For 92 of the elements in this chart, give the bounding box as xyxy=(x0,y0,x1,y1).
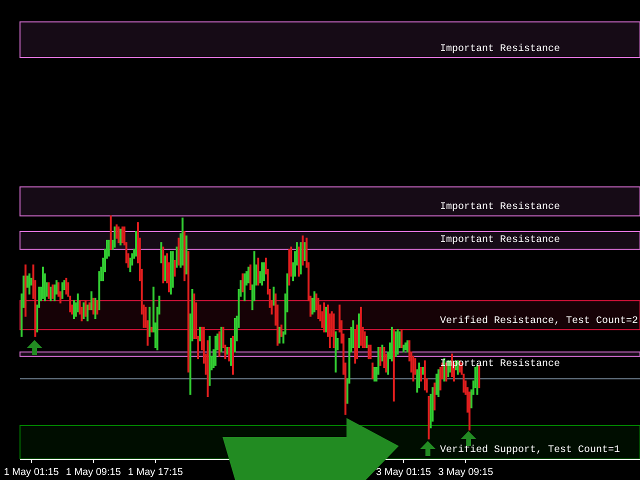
candlestick xyxy=(162,246,164,284)
candlestick xyxy=(28,273,30,294)
candlestick xyxy=(390,326,393,362)
candlestick xyxy=(300,242,302,274)
candlestick xyxy=(325,306,327,332)
candlestick xyxy=(372,362,374,380)
candlestick xyxy=(218,331,220,357)
candlestick xyxy=(257,258,260,286)
candlestick xyxy=(42,266,44,299)
candlestick xyxy=(114,226,116,248)
candlestick xyxy=(288,248,290,286)
candlestick xyxy=(230,338,232,366)
candlestick xyxy=(193,293,196,340)
candlestick xyxy=(86,304,89,322)
candlestick xyxy=(187,251,190,373)
candlestick xyxy=(332,314,335,348)
candlestick xyxy=(84,300,87,317)
candlestick xyxy=(392,329,395,402)
candlestick xyxy=(356,324,358,360)
candlestick xyxy=(82,302,85,319)
candlestick xyxy=(48,282,50,299)
candlestick xyxy=(261,262,264,286)
candlestick xyxy=(164,256,166,282)
band-label: Verified Resistance, Test Count=2 xyxy=(440,315,638,327)
candlestick xyxy=(61,282,64,299)
candlestick xyxy=(234,318,236,352)
candlestick xyxy=(92,298,94,315)
candlestick xyxy=(313,291,316,312)
candlestick xyxy=(184,231,186,282)
candlestick xyxy=(110,215,112,250)
x-tick-label: 1 May 17:15 xyxy=(128,467,184,478)
band-label: Important Resistance xyxy=(440,201,560,213)
band-label: Important Resistance xyxy=(440,43,560,55)
candlestick xyxy=(116,224,118,239)
candlestick xyxy=(182,218,184,266)
candlestick xyxy=(148,306,151,337)
candlestick xyxy=(263,262,265,282)
candlestick xyxy=(88,302,90,310)
candlestick xyxy=(73,300,75,319)
candlestick xyxy=(298,246,300,277)
candlestick xyxy=(150,326,153,332)
candlestick xyxy=(428,396,430,440)
candlestick xyxy=(370,344,372,360)
candlestick xyxy=(199,326,201,342)
candlestick xyxy=(232,336,234,375)
x-tick-label: 3 May 01:15 xyxy=(376,467,432,478)
candlestick xyxy=(220,326,222,352)
candlestick xyxy=(334,331,337,373)
candlestick xyxy=(374,367,376,382)
band-label: Important Resistance xyxy=(440,234,560,246)
candlestick xyxy=(214,336,216,366)
x-tick-label: 1 May 01:15 xyxy=(4,467,60,478)
candlestick xyxy=(135,231,138,257)
candlestick xyxy=(108,240,110,257)
band-label: Verified Support, Test Count=1 xyxy=(440,444,620,456)
candlestick xyxy=(228,346,230,362)
candlestick xyxy=(406,340,408,352)
candlestick xyxy=(52,284,54,299)
candlestick xyxy=(120,228,122,246)
candlestick xyxy=(249,264,252,290)
candlestick xyxy=(424,360,426,390)
candlestick xyxy=(208,336,211,386)
candlestick xyxy=(418,362,420,388)
candlestick xyxy=(360,306,362,346)
candlestick xyxy=(278,326,280,344)
candlestick xyxy=(358,314,360,348)
candlestick xyxy=(248,266,250,284)
x-tick-label: 1 May 09:15 xyxy=(66,467,122,478)
candlestick xyxy=(438,369,440,398)
candlestick xyxy=(422,367,424,375)
candlestick xyxy=(118,226,120,244)
candlestick xyxy=(404,342,406,350)
candlestick xyxy=(383,346,386,368)
candlestick xyxy=(185,235,188,274)
candlestick xyxy=(24,264,26,317)
candlestick xyxy=(226,346,228,355)
candlestick xyxy=(244,273,246,302)
candlestick xyxy=(323,302,326,332)
x-tick-label: 3 May 09:15 xyxy=(438,467,494,478)
candlestick xyxy=(434,382,436,410)
candlestick xyxy=(121,226,124,244)
candlestick xyxy=(280,324,282,337)
candlestick xyxy=(379,346,382,366)
candlestick xyxy=(272,286,275,306)
candlestick xyxy=(402,344,405,352)
candlestick xyxy=(242,273,244,292)
candlestick xyxy=(394,331,397,357)
candlestick xyxy=(90,291,92,310)
candlestick xyxy=(170,251,172,294)
candlestick xyxy=(400,329,403,348)
candlestick xyxy=(436,374,438,395)
candlestick xyxy=(420,367,422,382)
